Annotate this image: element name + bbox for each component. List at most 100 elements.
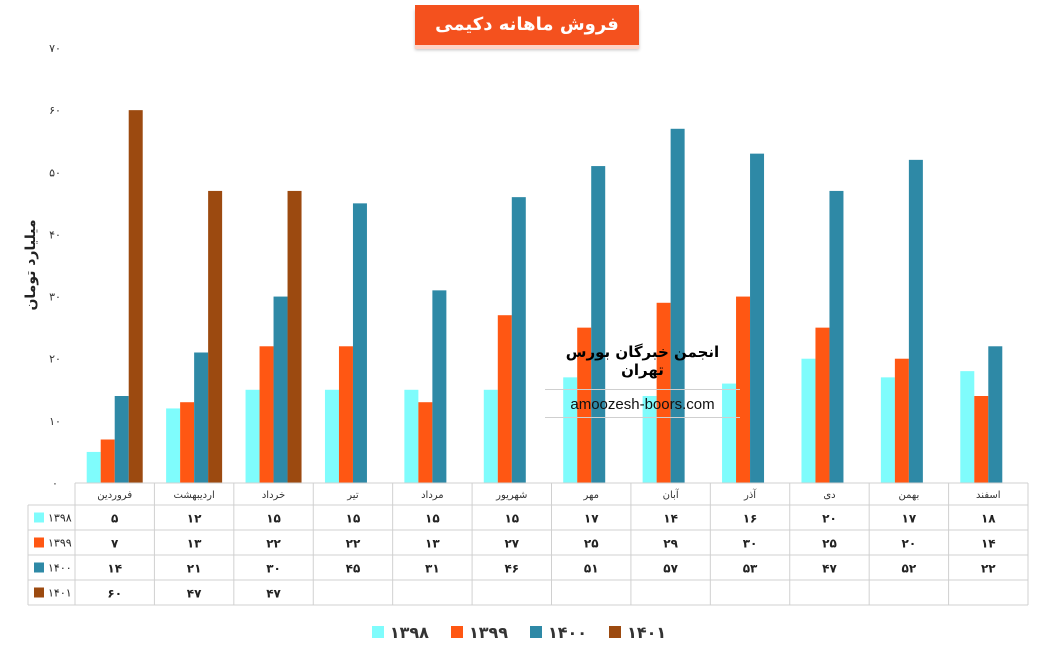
legend-item-1400: ۱۴۰۰: [530, 623, 587, 642]
x-tick-label: اسفند: [976, 490, 1000, 501]
table-cell: ۱۵: [425, 512, 440, 526]
bar-1400-3: [273, 296, 288, 483]
table-cell: ۳۰: [743, 537, 758, 551]
table-cell: ۲۵: [584, 537, 599, 551]
bar-1398-10: [801, 358, 816, 483]
legend-swatch: [450, 626, 463, 638]
y-tick-label: ۵۰: [49, 166, 61, 179]
legend: ۱۳۹۸ ۱۳۹۹ ۱۴۰۰ ۱۴۰۱: [0, 620, 1038, 644]
bar-1399-11: [894, 358, 909, 483]
table-cell: ۱۴: [663, 512, 678, 526]
x-tick-label: خرداد: [262, 490, 285, 501]
bar-1401-3: [287, 190, 302, 483]
table-cell: ۲۱: [187, 562, 202, 576]
bar-1399-8: [656, 302, 671, 483]
bar-1399-3: [259, 346, 274, 483]
table-cell: ۱۳: [187, 537, 202, 551]
y-axis-label: میلیارد تومان: [23, 219, 39, 310]
table-cell: ۵: [111, 512, 118, 526]
bar-1400-8: [670, 128, 685, 484]
bar-1398-11: [880, 377, 895, 483]
legend-item-1401: ۱۴۰۱: [609, 623, 666, 642]
x-tick-label: اردیبهشت: [174, 490, 215, 501]
table-cell: ۴۷: [822, 562, 837, 576]
bar-1398-4: [324, 389, 339, 483]
row-label: ۱۴۰۰: [48, 562, 72, 575]
y-tick-label: ۶۰: [49, 104, 61, 117]
row-swatch: [34, 512, 44, 523]
bar-1398-1: [86, 451, 101, 483]
table-cell: ۳۱: [425, 562, 440, 576]
row-label: ۱۳۹۹: [48, 537, 72, 550]
y-tick-label: ۱۰: [49, 415, 61, 428]
legend-swatch: [530, 626, 542, 638]
table-cell: ۵۲: [902, 562, 917, 576]
table-cell: ۵۳: [743, 562, 758, 576]
chart-title: فروش ماهانه دکیمی: [415, 5, 639, 45]
bar-1400-4: [352, 203, 367, 483]
table-cell: ۳۰: [266, 562, 281, 576]
y-tick-label: ۲۰: [49, 353, 61, 366]
y-tick-label: ۰: [52, 477, 58, 490]
table-cell: ۱۵: [504, 512, 519, 526]
watermark-name: انجمن خبرگان بورس تهران: [545, 343, 740, 390]
bar-1399-4: [338, 346, 353, 483]
bar-1398-2: [166, 408, 181, 483]
x-tick-label: دی: [823, 490, 835, 501]
table-cell: ۱۷: [902, 512, 917, 526]
watermark-url: amoozesh-boors.com: [545, 390, 740, 418]
x-tick-label: تیر: [346, 490, 359, 501]
bar-1399-10: [815, 327, 830, 483]
y-tick-label: ۴۰: [49, 228, 61, 241]
y-axis-tick-labels: ۰ ۱۰ ۲۰ ۳۰ ۴۰ ۵۰ ۶۰ ۷۰: [49, 42, 61, 490]
legend-item-1399: ۱۳۹۹: [450, 623, 508, 642]
table-cell: ۲۹: [663, 537, 678, 551]
table-cell: ۱۸: [981, 512, 996, 526]
table-cell: ۱۶: [743, 512, 758, 526]
bar-1400-9: [750, 153, 765, 483]
table-cell: ۴۷: [266, 587, 281, 601]
x-tick-label: بهمن: [898, 490, 919, 501]
bar-1399-2: [180, 402, 195, 483]
bar-1398-6: [483, 389, 498, 483]
x-tick-label: آذر: [743, 488, 757, 501]
table-cell: ۵۱: [584, 562, 599, 576]
row-label: ۱۳۹۸: [48, 512, 72, 525]
bar-1399-5: [418, 402, 433, 483]
y-tick-label: ۳۰: [49, 291, 61, 304]
legend-swatch: [609, 626, 622, 638]
table-cell: ۲۵: [822, 537, 837, 551]
row-swatch: [34, 537, 44, 548]
x-tick-label: آبان: [663, 488, 680, 501]
table-cell: ۱۳: [425, 537, 440, 551]
row-label: ۱۴۰۱: [48, 587, 72, 600]
table-cell: ۱۴: [107, 562, 122, 576]
bar-1398-12: [960, 371, 975, 483]
bar-1399-9: [736, 296, 751, 483]
bar-1400-6: [511, 197, 526, 483]
bar-1400-2: [194, 352, 209, 483]
bar-1400-1: [114, 396, 129, 483]
bar-1401-1: [128, 110, 143, 484]
bars: [86, 110, 1003, 484]
table-cell: ۲۲: [981, 562, 996, 576]
x-tick-label: شهریور: [495, 490, 527, 501]
bar-1398-3: [245, 389, 260, 483]
bar-1400-7: [591, 166, 606, 484]
table-cell: ۲۰: [822, 512, 837, 526]
watermark: انجمن خبرگان بورس تهران amoozesh-boors.c…: [545, 343, 740, 418]
bar-1398-5: [404, 389, 419, 483]
table-cell: ۱۵: [266, 512, 281, 526]
x-tick-label: فروردین: [97, 490, 132, 501]
data-table: فروردین اردیبهشت خرداد تیر مرداد شهریور مهر آبا…: [27, 482, 1029, 606]
legend-label: ۱۳۹۸: [389, 622, 429, 642]
bar-1400-11: [908, 159, 923, 483]
table-cell: ۴۷: [187, 587, 202, 601]
table-cell: ۲۰: [902, 537, 917, 551]
table-cell: ۶۰: [107, 587, 122, 601]
table-cell: ۱۴: [981, 537, 996, 551]
table-cell: ۷: [111, 537, 119, 551]
bar-1399-7: [577, 327, 592, 483]
bar-1401-2: [208, 190, 223, 483]
